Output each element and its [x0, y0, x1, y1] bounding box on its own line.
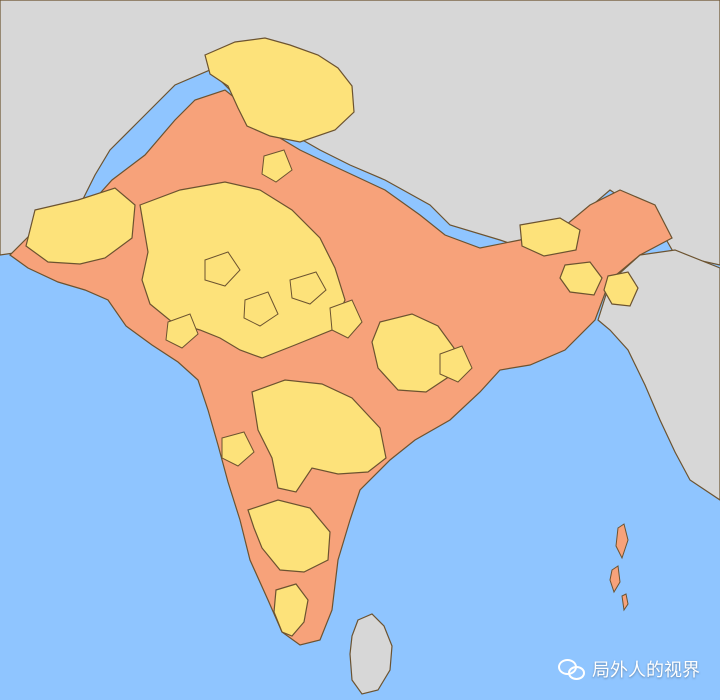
yellow-region-east-b [559, 261, 603, 296]
yellow-patch-1 [204, 251, 241, 287]
yellow-patch-2 [243, 291, 279, 327]
island-south [349, 613, 393, 695]
yellow-patch-8 [261, 149, 293, 183]
yellow-patch-4 [329, 299, 363, 339]
neutral-land-east [597, 249, 720, 501]
yellow-patch-3 [289, 271, 327, 305]
yellow-region-south-west [247, 499, 331, 573]
yellow-region-east-central [371, 313, 455, 393]
yellow-region-west [25, 187, 136, 265]
yellow-region-south-tip [273, 583, 309, 637]
yellow-patch-7 [221, 431, 255, 467]
yellow-region-deccan [251, 379, 387, 493]
yellow-region-central [139, 181, 346, 359]
yellow-region-east-c [603, 271, 639, 307]
yellow-patch-5 [439, 345, 473, 383]
yellow-region-east-a [519, 217, 581, 257]
islands-east [609, 523, 629, 612]
yellow-patch-6 [165, 313, 199, 349]
yellow-region-north [204, 37, 355, 143]
